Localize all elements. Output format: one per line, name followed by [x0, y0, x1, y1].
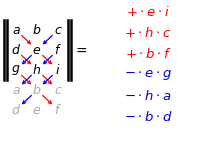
Text: $+\mathit{}\cdot\mathit{h}\cdot\mathit{c}$: $+\mathit{}\cdot\mathit{h}\cdot\mathit{c… — [124, 26, 171, 40]
Text: $\mathit{f}$: $\mathit{f}$ — [54, 103, 62, 117]
Text: $+\mathit{}\cdot\mathit{e}\cdot\mathit{i}$: $+\mathit{}\cdot\mathit{e}\cdot\mathit{i… — [126, 5, 169, 19]
Text: $\mathit{b}$: $\mathit{b}$ — [32, 23, 41, 37]
Text: $-\mathit{}\cdot\mathit{h}\cdot\mathit{a}$: $-\mathit{}\cdot\mathit{h}\cdot\mathit{a… — [124, 89, 171, 103]
Text: $\mathit{i}$: $\mathit{i}$ — [55, 63, 60, 77]
Text: $\mathit{c}$: $\mathit{c}$ — [53, 24, 62, 37]
Text: $=$: $=$ — [72, 43, 87, 57]
Text: $\mathit{c}$: $\mathit{c}$ — [53, 84, 62, 97]
Text: $-\mathit{}\cdot\mathit{e}\cdot\mathit{g}$: $-\mathit{}\cdot\mathit{e}\cdot\mathit{g… — [123, 68, 171, 82]
Text: $+\mathit{}\cdot\mathit{b}\cdot\mathit{f}$: $+\mathit{}\cdot\mathit{b}\cdot\mathit{f… — [124, 47, 171, 61]
Text: $\mathit{a}$: $\mathit{a}$ — [11, 24, 20, 37]
Text: $\mathit{f}$: $\mathit{f}$ — [54, 43, 62, 57]
Text: $\mathit{g}$: $\mathit{g}$ — [11, 63, 21, 77]
Text: $\mathit{h}$: $\mathit{h}$ — [32, 63, 41, 77]
Text: $\mathit{a}$: $\mathit{a}$ — [11, 84, 20, 97]
Text: $\mathit{b}$: $\mathit{b}$ — [32, 83, 41, 97]
Text: $-\mathit{}\cdot\mathit{b}\cdot\mathit{d}$: $-\mathit{}\cdot\mathit{b}\cdot\mathit{d… — [123, 110, 172, 124]
Text: $\mathit{e}$: $\mathit{e}$ — [32, 103, 41, 116]
Text: $\mathit{d}$: $\mathit{d}$ — [11, 43, 21, 57]
Text: $\mathit{e}$: $\mathit{e}$ — [32, 43, 41, 56]
Text: $\mathit{d}$: $\mathit{d}$ — [11, 103, 21, 117]
